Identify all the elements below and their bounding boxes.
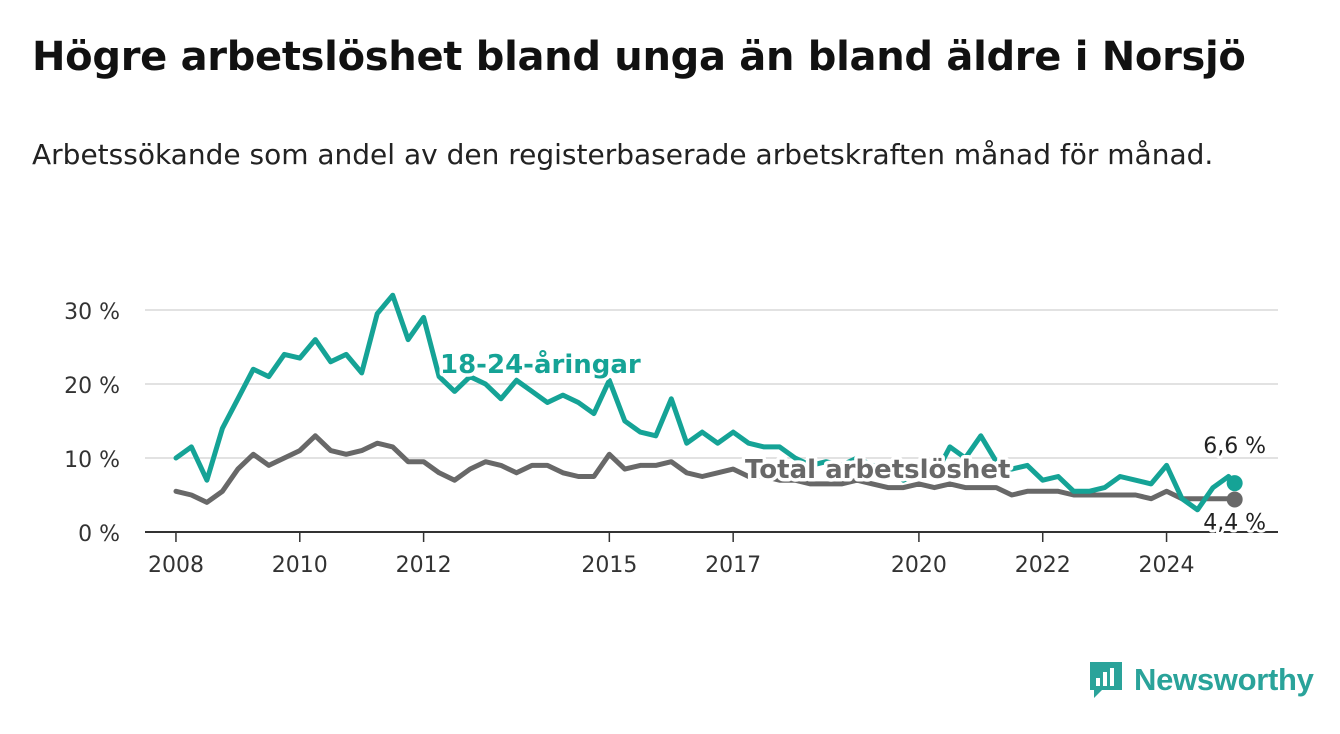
brand-name: Newsworthy — [1134, 662, 1314, 697]
line-chart: 0 % 10 % 20 % 30 % 2008 2010 2012 2015 2017 2020… — [64, 292, 1278, 578]
x-tick-label: 2024 — [1139, 553, 1195, 578]
x-tick-label: 2010 — [272, 553, 328, 578]
newsworthy-logo-icon — [1090, 662, 1122, 698]
series-end-point — [1226, 475, 1243, 492]
newsworthy-logo: Newsworthy — [1088, 660, 1314, 700]
series-label: Total arbetslöshet — [745, 455, 1010, 485]
y-axis-ticks: 0 % 10 % 20 % 30 % — [64, 300, 120, 547]
series-line — [173, 292, 1238, 513]
x-tick-label: 2022 — [1015, 553, 1071, 578]
series-labels: 18-24-åringar 6,6 % Total arbetslöshet 4,4 … — [437, 345, 1270, 539]
chart-title: Högre arbetslöshet bland unga än bland ä… — [32, 34, 1246, 80]
series-end-value: 4,4 % — [1203, 510, 1266, 535]
x-tick-label: 2017 — [705, 553, 761, 578]
y-tick-label: 20 % — [64, 374, 120, 399]
x-tick-label: 2020 — [891, 553, 947, 578]
series-label: 18-24-åringar — [440, 348, 641, 380]
series-end-value: 6,6 % — [1203, 434, 1266, 459]
chart-subtitle: Arbetssökande som andel av den registerb… — [32, 138, 1214, 171]
x-tick-label: 2015 — [581, 553, 637, 578]
x-axis-ticks: 2008 2010 2012 2015 2017 2020 2022 2024 — [148, 532, 1195, 578]
series-end-point — [1226, 491, 1243, 508]
y-tick-label: 30 % — [64, 300, 120, 325]
x-tick-label: 2012 — [396, 553, 452, 578]
y-tick-label: 0 % — [78, 522, 120, 547]
y-tick-label: 10 % — [64, 448, 120, 473]
series-lines — [173, 292, 1238, 513]
gridlines — [145, 309, 1278, 533]
series-line — [173, 433, 1238, 505]
x-tick-label: 2008 — [148, 553, 204, 578]
